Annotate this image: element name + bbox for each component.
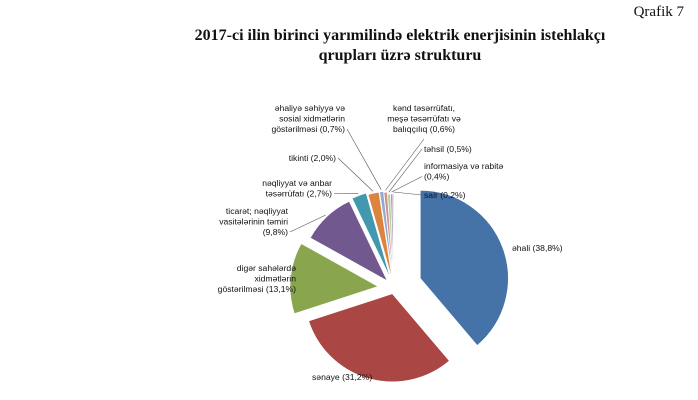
pie-slice-3 xyxy=(309,200,388,282)
slice-label-3: ticarət; nəqliyyat vasitələrinin təmiri (9… xyxy=(219,206,288,237)
chart-title-line-1: 2017-ci ilin birinci yarımilində elektri… xyxy=(194,27,606,44)
leader-line-3 xyxy=(289,214,326,233)
slice-label-5: tikinti (2,0%) xyxy=(289,153,336,163)
pie-slice-10 xyxy=(392,193,395,283)
slice-label-4: nəqliyyat və anbar təsərrüfatı (2,7%) xyxy=(262,178,332,199)
pie-slice-1 xyxy=(308,293,450,383)
slice-label-0: əhali (38,8%) xyxy=(512,243,563,253)
slice-label-2: digər sahələrdə xidmətlərin göstərilməsi (… xyxy=(218,263,297,294)
slice-label-10: sair (0,2%) xyxy=(424,190,466,200)
pie-slice-7 xyxy=(383,191,394,281)
slice-label-9: informasiya və rabitə (0,4%) xyxy=(424,161,504,182)
leader-line-9 xyxy=(391,176,423,193)
chart-number-label: Qrafik 7 xyxy=(633,4,684,20)
slice-label-6: əhaliyə səhiyyə və sosial xidmətlərin göst… xyxy=(271,103,345,134)
leader-line-10 xyxy=(393,191,423,196)
slice-label-7: kənd təsərrüfatı, meşə təsərrüfatı və balı… xyxy=(387,103,461,134)
slice-label-1: sənaye (31,2%) xyxy=(312,372,372,382)
chart-title-line-2: qrupları üzrə strukturu xyxy=(318,47,482,64)
pie-slice-6 xyxy=(379,191,394,280)
leader-line-8 xyxy=(388,148,423,193)
chart-title: 2017-ci ilin birinci yarımilində elektri… xyxy=(150,26,650,66)
leader-line-7 xyxy=(385,138,425,191)
pie-slice-0 xyxy=(419,190,509,346)
pie-slice-2 xyxy=(289,243,379,315)
leader-line-6 xyxy=(346,128,382,190)
leader-line-5 xyxy=(337,157,374,192)
pie-slice-4 xyxy=(351,192,391,278)
pie-slice-5 xyxy=(367,191,393,280)
slice-label-8: təhsil (0,5%) xyxy=(424,144,472,154)
